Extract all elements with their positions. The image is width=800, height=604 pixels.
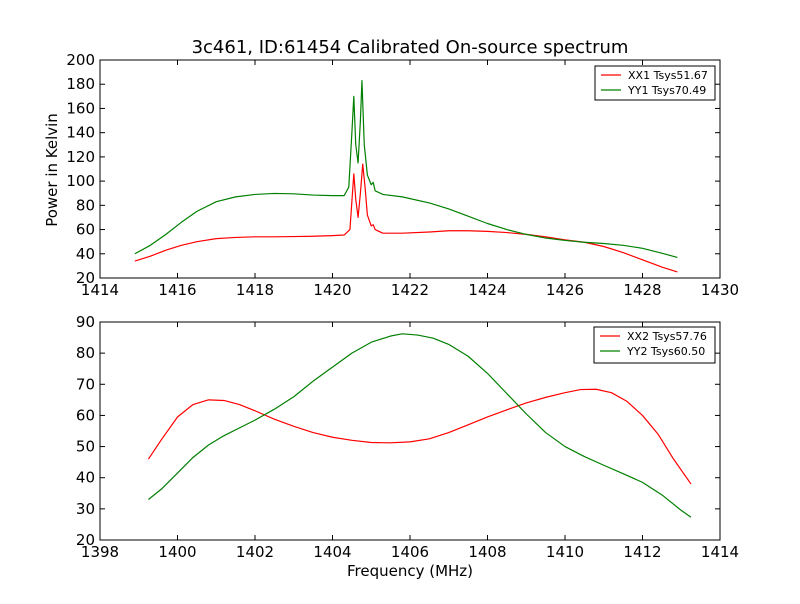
- bottom-panel: 1398 1400 1402 1404 1406 1408 1410 1412 1414 20 30…: [76, 313, 739, 561]
- y-tick-label: 20: [76, 269, 95, 287]
- x-tick-label: 1406: [391, 543, 429, 561]
- series-line-top-0: [134, 163, 678, 273]
- x-tick-label: 1412: [623, 543, 661, 561]
- y-tick-label: 80: [76, 196, 95, 214]
- y-tick-label: 90: [76, 313, 95, 331]
- x-tick-label: 1428: [623, 281, 661, 299]
- x-tick-label: 1416: [158, 281, 196, 299]
- legend-label: XX1 Tsys51.67: [628, 69, 708, 82]
- x-tick-label: 1430: [701, 281, 739, 299]
- x-tick-label: 1424: [468, 281, 506, 299]
- top-y-axis-label: Power in Kelvin: [43, 113, 61, 227]
- legend-label: XX2 Tsys57.76: [627, 330, 707, 343]
- x-tick-label: 1422: [391, 281, 429, 299]
- y-tick-label: 50: [76, 438, 95, 456]
- y-tick-label: 200: [66, 51, 95, 69]
- legend-box: [594, 65, 716, 101]
- y-tick-label: 80: [76, 344, 95, 362]
- y-tick-label: 160: [66, 99, 95, 117]
- series-line-bottom-0: [147, 388, 692, 485]
- bottom-x-axis-label: Frequency (MHz): [347, 562, 473, 580]
- y-tick-label: 20: [76, 531, 95, 549]
- x-tick-label: 1408: [468, 543, 506, 561]
- y-tick-label: 70: [76, 375, 95, 393]
- x-tick-label: 1400: [158, 543, 196, 561]
- y-tick-label: 180: [66, 75, 95, 93]
- x-tick-label: 1398: [81, 543, 119, 561]
- y-tick-label: 120: [66, 148, 95, 166]
- x-tick-label: 1414: [81, 281, 119, 299]
- legend-label: YY2 Tsys60.50: [626, 345, 705, 358]
- x-tick-label: 1418: [236, 281, 274, 299]
- x-tick-label: 1420: [313, 281, 351, 299]
- y-tick-label: 40: [76, 469, 95, 487]
- series-line-top-1: [134, 79, 678, 258]
- y-tick-label: 100: [66, 172, 95, 190]
- series-line-bottom-1: [148, 333, 692, 518]
- x-tick-label: 1410: [546, 543, 584, 561]
- x-tick-label: 1414: [701, 543, 739, 561]
- y-tick-label: 30: [76, 500, 95, 518]
- y-tick-label: 60: [76, 406, 95, 424]
- y-tick-label: 40: [76, 245, 95, 263]
- legend-label: YY1 Tsys70.49: [627, 84, 706, 97]
- y-tick-label: 60: [76, 221, 95, 239]
- legend-box: [593, 326, 716, 364]
- x-tick-label: 1402: [236, 543, 274, 561]
- x-tick-label: 1426: [546, 281, 584, 299]
- chart-title: 3c461, ID:61454 Calibrated On-source spe…: [192, 37, 629, 58]
- y-tick-label: 140: [66, 124, 95, 142]
- top-panel: 1414 1416 1418 1420 1422 1424 1426 1428 1430 20 40…: [66, 51, 739, 299]
- x-tick-label: 1404: [313, 543, 351, 561]
